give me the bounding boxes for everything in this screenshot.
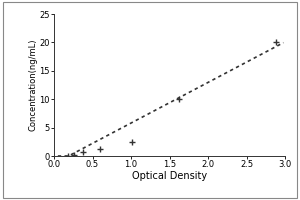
Y-axis label: Concentration(ng/mL): Concentration(ng/mL) bbox=[29, 39, 38, 131]
X-axis label: Optical Density: Optical Density bbox=[132, 171, 207, 181]
